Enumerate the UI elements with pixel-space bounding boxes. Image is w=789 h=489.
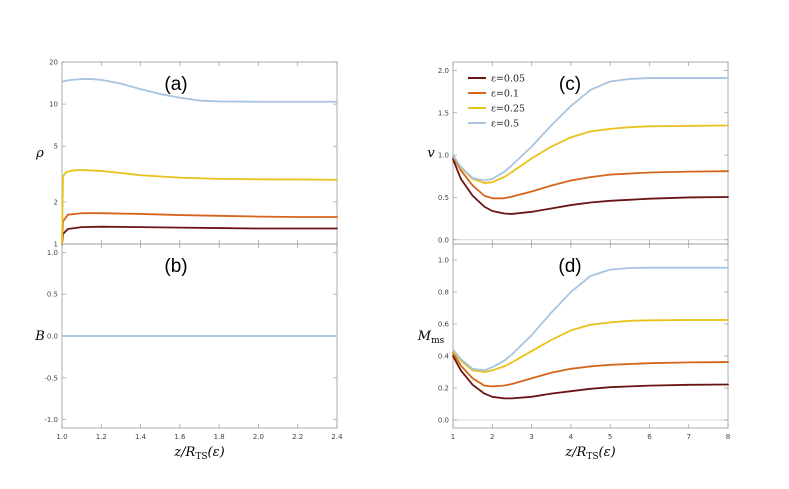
x-tick-label: 2.0: [253, 433, 264, 441]
x-tick-label: 8: [726, 433, 730, 441]
y-tick-label: 0.5: [47, 291, 58, 299]
panel-c: 0.0 0.5 1.0 1.5 2.0 (c) v ε=0.05 ε=0.1 ε=0.25 ε=0.…: [427, 61, 729, 245]
x-axis-label: z/RTS(ε): [564, 445, 615, 462]
x-tick-label: 2.2: [292, 433, 303, 441]
x-tick-label: 1.4: [135, 433, 147, 441]
x-axis-label: z/RTS(ε): [173, 445, 224, 462]
panel-label: (d): [558, 256, 581, 277]
panel-label: (c): [559, 74, 581, 95]
x-tick-label: 6: [647, 433, 652, 441]
legend-label: ε=0.5: [491, 119, 519, 130]
x-tick-label: 1.6: [174, 433, 186, 441]
panel-a: 1 2 5 10 20 (a) ρ: [35, 59, 338, 249]
y-tick-label: 0.4: [438, 353, 450, 361]
plot-frame: [452, 243, 729, 429]
y-tick-label: 0.5: [438, 194, 449, 202]
x-tick-label: 1: [451, 433, 455, 441]
y-axis-label: ρ: [35, 146, 44, 161]
series-line: [61, 78, 338, 103]
x-tick-label: 5: [608, 433, 612, 441]
series-line: [61, 212, 338, 245]
legend-label: ε=0.25: [491, 104, 525, 115]
y-tick-label: 2.0: [438, 67, 449, 75]
y-tick-label: 1.5: [438, 109, 449, 117]
series-line: [452, 351, 729, 388]
x-tick-label: 7: [686, 433, 690, 441]
series-line: [61, 225, 338, 245]
panel-d: 1 2 3 4 5 6 7 8 0.0 0.2 0.4 0.6 0.8 1.0 (d) Mms z/RTS(ε): [417, 243, 730, 462]
x-tick-label: 2.4: [331, 433, 343, 441]
x-tick-label: 3: [529, 433, 533, 441]
y-tick-label: 0.8: [438, 289, 449, 297]
y-tick-label: 20: [49, 59, 58, 67]
y-tick-label: 1.0: [438, 152, 449, 160]
series-line: [452, 319, 729, 373]
y-tick-label: 5: [54, 143, 58, 151]
y-tick-label: 0.0: [438, 236, 449, 244]
y-tick-label: -0.5: [44, 374, 58, 382]
y-tick-label: 0.6: [438, 321, 450, 329]
y-tick-label: 0.0: [47, 333, 58, 341]
x-tick-label: 4: [569, 433, 574, 441]
series-line: [452, 77, 729, 182]
y-tick-label: 0.0: [438, 417, 449, 425]
series-line: [452, 158, 729, 215]
series-line: [452, 155, 729, 200]
y-axis-label: B: [34, 329, 45, 344]
y-axis-label: Mms: [417, 329, 445, 346]
y-tick-label: 0.2: [438, 385, 449, 393]
y-tick-label: 10: [49, 101, 58, 109]
legend-label: ε=0.1: [491, 89, 519, 100]
y-tick-label: -1.0: [44, 416, 58, 424]
y-axis-label: v: [427, 146, 435, 161]
series-line: [452, 355, 729, 400]
y-tick-label: 2: [54, 198, 58, 206]
series-line: [61, 169, 338, 245]
panel-label: (b): [164, 256, 187, 277]
y-tick-label: 1.0: [47, 249, 58, 257]
y-tick-label: 1.0: [438, 257, 449, 265]
x-tick-label: 1.8: [214, 433, 225, 441]
y-tick-label: 1: [54, 241, 58, 249]
series-line: [452, 124, 729, 184]
series-line: [452, 266, 729, 372]
x-tick-label: 1.2: [96, 433, 107, 441]
panel-label: (a): [164, 74, 187, 95]
x-tick-label: 2: [490, 433, 494, 441]
x-tick-label: 1.0: [56, 433, 67, 441]
legend-label: ε=0.05: [491, 74, 525, 85]
panel-b: 1.0 1.2 1.4 1.6 1.8 2.0 2.2 2.4 -1.0 -0.5 0.0 0.5 1.…: [34, 243, 343, 462]
